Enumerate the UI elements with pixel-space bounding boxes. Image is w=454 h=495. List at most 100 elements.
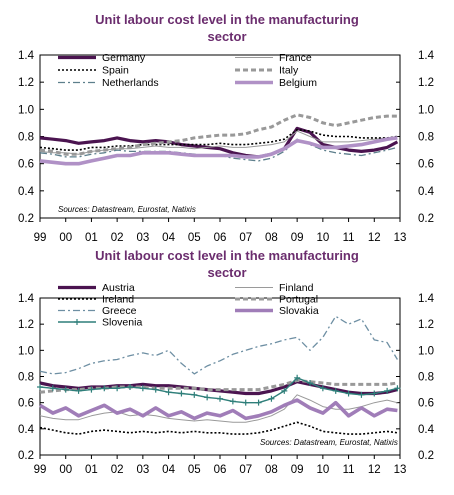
x-tick-label: 13: [394, 232, 407, 244]
source-note: Sources: Datastream, Eurostat, Natixis: [260, 438, 398, 447]
y-tick-label-left: 0.6: [18, 398, 34, 410]
series-line-ireland: [39, 421, 398, 435]
y-tick-label-left: 0.8: [18, 372, 34, 384]
chart-title-line1: Unit labour cost level in the manufactur…: [95, 248, 359, 263]
x-tick-label: 09: [291, 232, 304, 244]
legend-label-netherlands: Netherlands: [102, 77, 159, 89]
y-tick-label-right: 0.4: [418, 186, 435, 198]
y-tick-label-right: 1.2: [418, 319, 434, 331]
y-tick-label-left: 1.4: [18, 293, 35, 305]
x-tick-label: 04: [162, 232, 175, 244]
point-marker-slovenia: [345, 390, 352, 397]
point-marker-slovenia: [255, 399, 262, 406]
y-tick-label-right: 0.2: [418, 450, 434, 462]
chart-1: Unit labour cost level in the manufactur…: [18, 12, 435, 244]
legend-label-spain: Spain: [102, 65, 129, 77]
point-marker-slovenia: [191, 391, 198, 398]
point-marker-slovenia: [178, 390, 185, 397]
legend-marker: [74, 319, 80, 325]
legend-label-slovakia: Slovakia: [279, 305, 319, 317]
series-line-slovakia: [39, 398, 398, 421]
point-marker-slovenia: [394, 385, 401, 392]
y-tick-label-left: 1.2: [18, 319, 34, 331]
legend-label-italy: Italy: [279, 65, 299, 77]
point-marker-slovenia: [268, 395, 275, 402]
x-tick-label: 02: [111, 232, 124, 244]
point-marker-slovenia: [37, 383, 43, 390]
y-tick-label-right: 1.0: [418, 104, 434, 116]
legend-label-slovenia: Slovenia: [102, 317, 142, 329]
y-tick-label-right: 1.0: [418, 345, 434, 357]
y-tick-label-right: 0.4: [418, 424, 435, 436]
point-marker-slovenia: [229, 398, 236, 405]
point-marker-slovenia: [152, 386, 159, 393]
point-marker-slovenia: [49, 385, 56, 392]
y-tick-label-left: 1.4: [18, 50, 35, 62]
x-tick-label: 03: [136, 232, 149, 244]
point-marker-slovenia: [358, 391, 365, 398]
point-marker-slovenia: [127, 383, 133, 390]
point-marker-slovenia: [242, 399, 249, 406]
legend-label-france: France: [279, 52, 312, 64]
point-marker-slovenia: [294, 374, 301, 381]
y-tick-label-right: 0.8: [418, 372, 434, 384]
series-line-belgium: [39, 136, 398, 166]
point-marker-slovenia: [319, 385, 326, 392]
x-tick-label: 06: [214, 232, 227, 244]
point-marker-slovenia: [88, 386, 95, 393]
chart-title-line2: sector: [207, 29, 246, 44]
point-marker-slovenia: [332, 387, 339, 394]
point-marker-slovenia: [307, 380, 313, 387]
y-tick-label-left: 0.2: [18, 213, 34, 225]
source-note: Sources: Datastream, Eurostat, Natixis: [58, 205, 196, 214]
y-tick-label-left: 0.4: [18, 186, 35, 198]
series-line-italy: [39, 113, 398, 156]
x-tick-label: 11: [343, 232, 355, 244]
y-tick-label-right: 1.4: [418, 293, 435, 305]
x-tick-label: 08: [265, 232, 278, 244]
x-tick-label: 09: [291, 464, 304, 476]
y-tick-label-left: 1.0: [18, 104, 34, 116]
legend-label-greece: Greece: [102, 305, 137, 317]
point-marker-slovenia: [139, 385, 146, 392]
point-marker-slovenia: [204, 394, 211, 401]
y-tick-label-left: 1.2: [18, 77, 34, 89]
x-tick-label: 12: [368, 464, 381, 476]
x-tick-label: 10: [316, 464, 329, 476]
x-tick-label: 10: [316, 232, 329, 244]
legend-label-portugal: Portugal: [279, 294, 318, 306]
point-marker-slovenia: [62, 386, 69, 393]
legend-label-belgium: Belgium: [279, 77, 317, 89]
x-tick-label: 99: [34, 232, 47, 244]
point-marker-slovenia: [101, 385, 108, 392]
x-tick-label: 07: [239, 464, 252, 476]
y-tick-label-right: 0.2: [418, 213, 434, 225]
x-tick-label: 07: [239, 232, 252, 244]
x-tick-label: 00: [59, 232, 72, 244]
y-tick-label-left: 0.4: [18, 424, 35, 436]
x-tick-label: 08: [265, 464, 278, 476]
legend-label-austria: Austria: [102, 282, 135, 294]
chart-title-line2: sector: [207, 265, 246, 280]
point-marker-slovenia: [114, 385, 121, 392]
x-tick-label: 00: [59, 464, 72, 476]
y-tick-label-left: 0.6: [18, 159, 34, 171]
y-tick-label-right: 0.6: [418, 159, 434, 171]
x-tick-label: 03: [136, 464, 149, 476]
series-line-spain: [39, 128, 398, 151]
x-tick-label: 05: [188, 232, 201, 244]
x-tick-label: 01: [85, 232, 98, 244]
series-line-germany: [39, 126, 399, 159]
y-tick-label-right: 0.8: [418, 132, 434, 144]
point-marker-slovenia: [371, 390, 378, 397]
x-tick-label: 05: [188, 464, 201, 476]
point-marker-slovenia: [165, 389, 172, 396]
legend-label-finland: Finland: [279, 282, 314, 294]
x-tick-label: 13: [394, 464, 407, 476]
x-tick-label: 11: [343, 464, 355, 476]
plot-frame: [39, 54, 401, 219]
chart-2: Unit labour cost level in the manufactur…: [18, 248, 435, 476]
y-tick-label-left: 0.2: [18, 450, 34, 462]
series-line-greece: [39, 315, 398, 375]
x-tick-label: 01: [85, 464, 98, 476]
